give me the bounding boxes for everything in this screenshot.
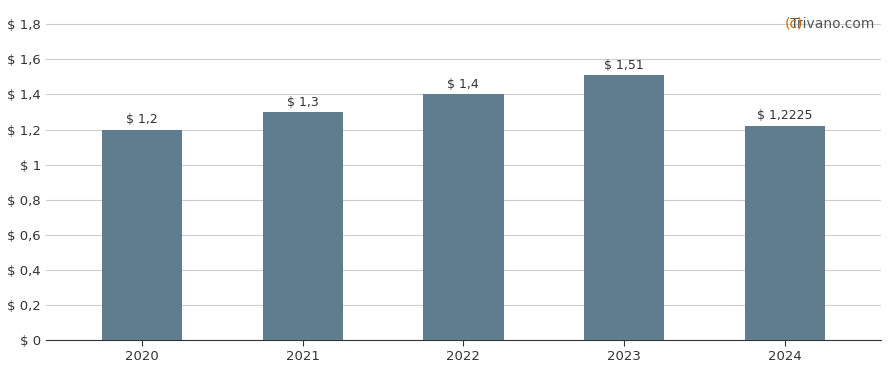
Text: Trivano.com: Trivano.com	[786, 17, 875, 31]
Bar	[263, 112, 343, 340]
Text: $ 1,2225: $ 1,2225	[757, 109, 813, 122]
Bar	[424, 94, 503, 340]
Text: $ 1,51: $ 1,51	[604, 59, 644, 72]
Bar	[102, 130, 182, 340]
Text: (c): (c)	[784, 17, 803, 31]
Text: $ 1,2: $ 1,2	[126, 113, 158, 126]
Bar	[583, 75, 664, 340]
Text: $ 1,3: $ 1,3	[287, 95, 319, 108]
Bar	[744, 125, 825, 340]
Text: $ 1,4: $ 1,4	[448, 78, 480, 91]
